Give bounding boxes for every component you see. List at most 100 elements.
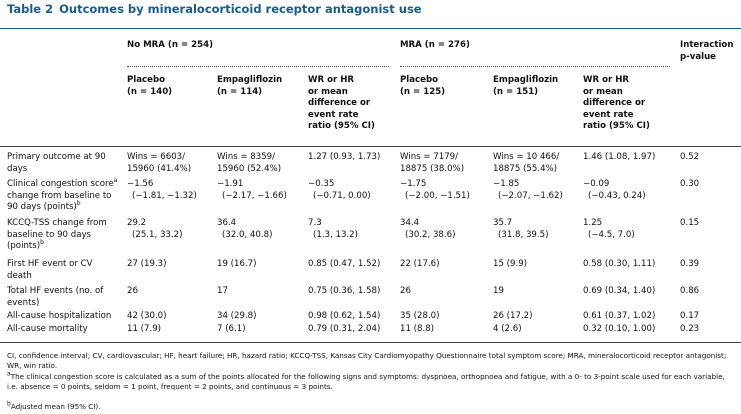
cell: 1.46 (1.08, 1.97): [583, 152, 656, 162]
text: Primary outcome at 90 days: [7, 152, 106, 174]
cell: 19 (16.7): [217, 259, 257, 269]
table-number: Table 2: [7, 2, 54, 16]
cell-line: (−0.43, 0.24): [588, 190, 646, 201]
cell: 0.52: [680, 152, 700, 162]
cell-line: (31.8, 39.5): [498, 229, 549, 240]
text: All-cause hospitalization: [7, 311, 112, 321]
cell-line: −1.85: [493, 179, 520, 189]
footnote: aThe clinical congestion score is calcul…: [7, 370, 737, 391]
cell: 19: [493, 286, 504, 296]
cell-line: 15960 (41.4%): [127, 163, 192, 174]
column-header: Empagliflozin (n = 114): [217, 75, 305, 98]
cell-line: Wins = 6603/: [127, 152, 186, 162]
header-line: difference or: [583, 98, 646, 108]
row-label: KCCQ-TSS change from baseline to 90 days…: [7, 218, 119, 253]
cell: 11 (8.8): [400, 324, 435, 334]
cell: 0.23: [680, 324, 700, 334]
cell-line: −1.75: [400, 179, 427, 189]
cell: 4 (2.6): [493, 324, 522, 334]
footnote-marker: b: [7, 400, 11, 408]
cell: Wins = 8359/15960 (52.4%): [217, 152, 311, 175]
cell: 35 (28.0): [400, 311, 440, 321]
cell-line: 7.3: [308, 218, 322, 228]
cell: 17: [217, 286, 228, 296]
text: The clinical congestion score is calcula…: [7, 372, 725, 391]
footnote-marker: b: [76, 200, 81, 208]
cell: 27 (19.3): [127, 259, 167, 269]
header-line: (n = 140): [127, 86, 173, 97]
text: Clinical congestion score: [7, 179, 114, 189]
cell-line: (32.0, 40.8): [222, 229, 273, 240]
header-line: or mean: [583, 86, 623, 97]
cell: 34 (29.8): [217, 311, 257, 321]
column-header: WR or HR or mean difference or event rate ra…: [308, 75, 398, 133]
cell: 1.27 (0.93, 1.73): [308, 152, 381, 162]
header-rule: [0, 146, 741, 147]
group-header: MRA (n = 276): [400, 40, 470, 50]
header-line: (n = 151): [493, 86, 539, 97]
cell: 0.98 (0.62, 1.54): [308, 311, 381, 321]
group-rule: [127, 66, 389, 67]
top-rule: [0, 28, 741, 29]
cell-line: 18875 (55.4%): [493, 163, 558, 174]
cell: −1.75 (−2.00, −1.51): [400, 179, 496, 202]
cell-line: (25.1, 33.2): [132, 229, 183, 240]
cell: 36.4 (32.0, 40.8): [217, 218, 311, 241]
cell-line: (30.2, 38.6): [405, 229, 456, 240]
column-header: Placebo (n = 125): [400, 75, 490, 98]
header-line: Interaction: [680, 40, 734, 50]
cell: 11 (7.9): [127, 324, 162, 334]
group-header: No MRA (n = 254): [127, 40, 213, 50]
cell-line: 29.2: [127, 218, 147, 228]
cell-line: 1.25: [583, 218, 603, 228]
cell-line: Wins = 7179/: [400, 152, 459, 162]
column-header: Interaction p-value: [680, 40, 740, 63]
footnote: bAdjusted mean (95% CI).: [7, 400, 737, 412]
cell-line: Wins = 10 466/: [493, 152, 560, 162]
text: KCCQ-TSS change from baseline to 90 days…: [7, 218, 107, 251]
column-header: Placebo (n = 140): [127, 75, 215, 98]
footnote-marker: a: [113, 177, 118, 185]
cell: Wins = 6603/15960 (41.4%): [127, 152, 221, 175]
cell-line: −0.09: [583, 179, 610, 189]
column-header: WR or HR or mean difference or event rate ra…: [583, 75, 678, 133]
cell-line: Wins = 8359/: [217, 152, 276, 162]
table-title: Table 2 Outcomes by mineralocorticoid rec…: [7, 2, 422, 16]
footnote-marker: a: [7, 370, 11, 378]
cell: Wins = 7179/18875 (38.0%): [400, 152, 496, 175]
header-line: Empagliflozin: [217, 75, 283, 85]
text: CI, confidence interval; CV, cardiovascu…: [7, 351, 727, 370]
cell: 7.3 (1.3, 13.2): [308, 218, 404, 241]
header-line: ratio (95% CI): [308, 121, 375, 131]
footnote-marker: b: [40, 239, 44, 247]
header-line: WR or HR: [308, 75, 355, 85]
cell: 35.7 (31.8, 39.5): [493, 218, 587, 241]
cell: 26: [400, 286, 411, 296]
header-line: event rate: [308, 109, 359, 120]
cell: 1.25 (−4.5, 7.0): [583, 218, 684, 241]
footnote: CI, confidence interval; CV, cardiovascu…: [7, 351, 737, 370]
cell-line: 35.7: [493, 218, 513, 228]
row-label: Total HF events (no. of events): [7, 286, 119, 309]
cell: 0.17: [680, 311, 700, 321]
cell-line: (−0.71, 0.00): [313, 190, 371, 201]
cell: −0.35 (−0.71, 0.00): [308, 179, 404, 202]
cell-line: (1.3, 13.2): [313, 229, 358, 240]
cell-line: 18875 (38.0%): [400, 163, 465, 174]
cell-line: (−2.07, −1.62): [498, 190, 563, 201]
cell: −1.91 (−2.17, −1.66): [217, 179, 311, 202]
cell: 0.75 (0.36, 1.58): [308, 286, 381, 296]
cell-line: −1.56: [127, 179, 154, 189]
cell-line: 36.4: [217, 218, 237, 228]
cell: Wins = 10 466/18875 (55.4%): [493, 152, 587, 175]
header-line: Placebo: [400, 75, 439, 85]
cell-line: −0.35: [308, 179, 335, 189]
cell-line: (−1.81, −1.32): [132, 190, 197, 201]
cell: 0.58 (0.30, 1.11): [583, 259, 656, 269]
cell-line: (−4.5, 7.0): [588, 229, 635, 240]
cell: 7 (6.1): [217, 324, 246, 334]
row-label: All-cause hospitalization: [7, 311, 119, 323]
cell: 0.85 (0.47, 1.52): [308, 259, 381, 269]
cell: 15 (9.9): [493, 259, 528, 269]
